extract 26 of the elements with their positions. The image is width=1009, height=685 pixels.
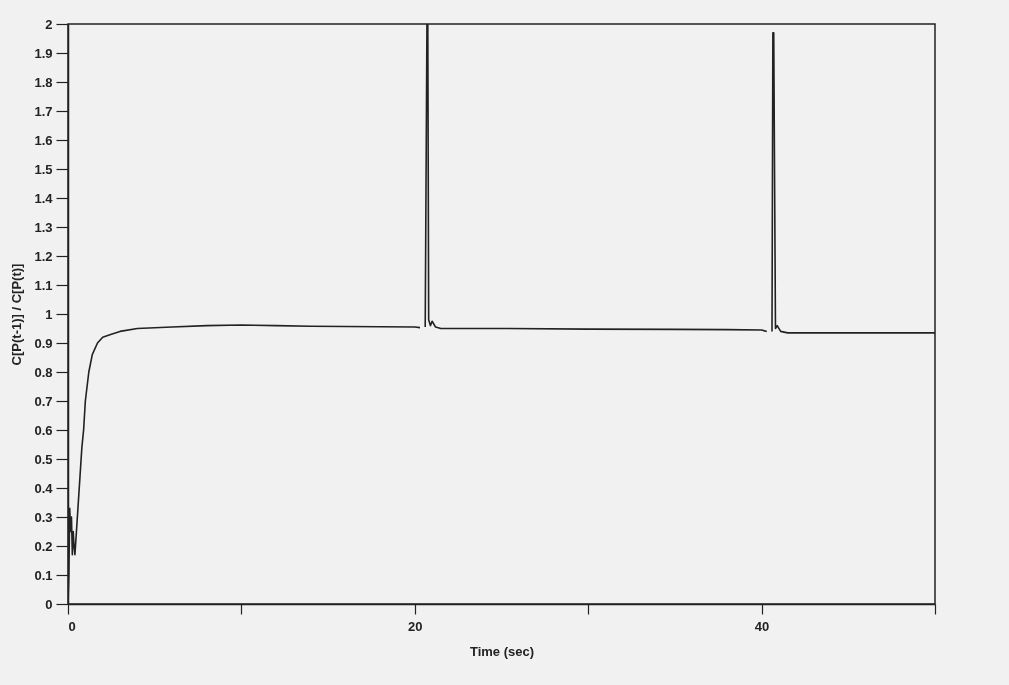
- y-tick-label: 0.1: [34, 567, 53, 583]
- y-axis-title: C[P(t-1)] / C[P(t)]: [9, 263, 25, 366]
- y-tick-label: 1.6: [34, 132, 53, 148]
- y-tick-label: 0.8: [34, 364, 53, 380]
- y-tick-label: 1.1: [34, 277, 53, 293]
- y-tick-label: 1.7: [34, 103, 53, 119]
- y-tick-label: 0.7: [34, 393, 53, 409]
- y-tick-label: 1.8: [34, 74, 53, 90]
- y-tick-label: 0.9: [34, 335, 53, 351]
- y-tick-label: 0: [45, 596, 53, 612]
- y-tick-label: 0.4: [34, 480, 54, 496]
- x-tick-label: 40: [754, 618, 770, 634]
- x-tick-label: 0: [68, 618, 76, 634]
- y-tick-label: 0.6: [34, 422, 53, 438]
- y-tick-label: 1.3: [34, 219, 53, 235]
- y-tick-label: 0.2: [34, 538, 53, 554]
- y-tick-label: 1.5: [34, 161, 53, 177]
- y-tick-label: 1: [45, 306, 53, 322]
- y-tick-label: 1.2: [34, 248, 53, 264]
- y-tick-label: 0.5: [34, 451, 53, 467]
- y-tick-label: 0.3: [34, 509, 53, 525]
- x-axis-title: Time (sec): [469, 643, 535, 659]
- y-tick-label: 2: [45, 16, 53, 32]
- x-tick-label: 20: [408, 618, 423, 634]
- y-tick-label: 1.4: [34, 190, 54, 206]
- y-tick-label: 1.9: [34, 45, 53, 61]
